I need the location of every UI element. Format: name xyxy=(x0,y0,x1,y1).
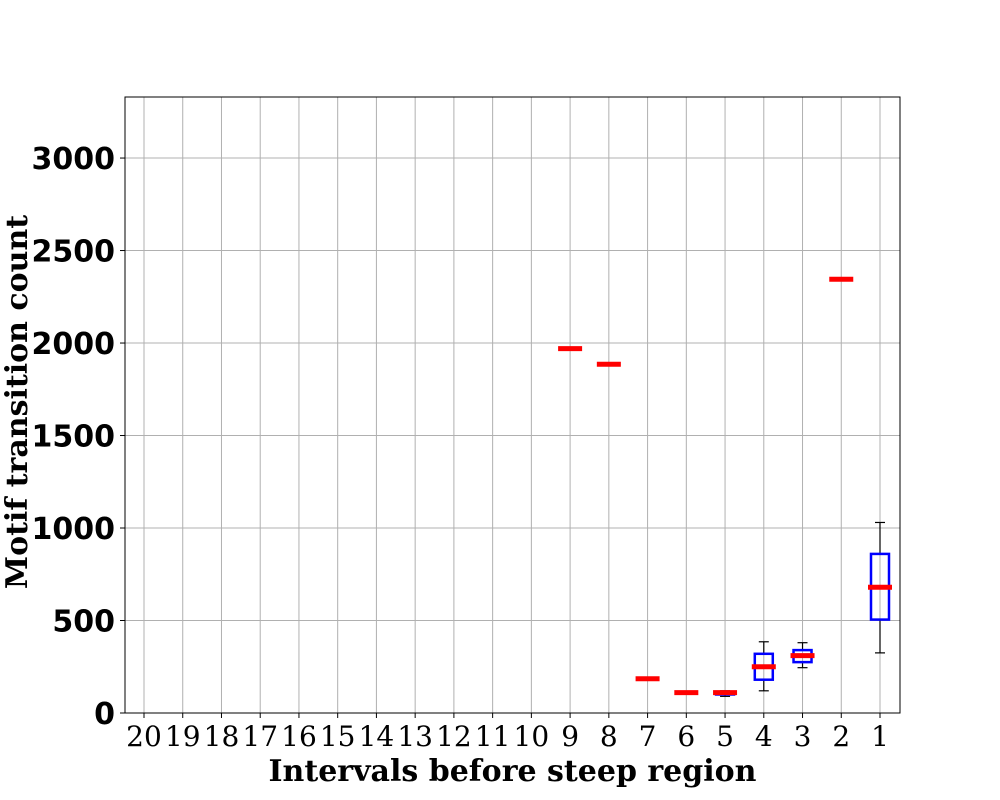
y-tick-label: 1500 xyxy=(32,420,116,455)
y-tick-label: 1000 xyxy=(32,512,116,547)
x-tick-label: 12 xyxy=(436,720,472,753)
box-plot-7 xyxy=(635,676,660,682)
y-tick-label: 0 xyxy=(94,697,115,732)
x-tick-label: 10 xyxy=(514,720,550,753)
axis-ticks: 20 19 18 17 16 15 14 13 12 11 10 9 8 7 6 5 4 3 2 1050010001… xyxy=(32,142,889,753)
box-plots xyxy=(558,276,892,697)
y-tick-label: 3000 xyxy=(32,142,116,177)
x-tick-label: 5 xyxy=(716,720,734,753)
box-plot-6 xyxy=(674,690,699,696)
x-axis-label: Intervals before steep region xyxy=(269,754,757,789)
box-plot-5 xyxy=(713,690,738,697)
box-plot-9 xyxy=(558,346,583,352)
x-tick-label: 15 xyxy=(320,720,356,753)
x-tick-label: 7 xyxy=(639,720,657,753)
x-tick-label: 17 xyxy=(242,720,278,753)
box-plot-4 xyxy=(751,641,776,692)
x-tick-label: 19 xyxy=(165,720,201,753)
y-tick-label: 2500 xyxy=(32,235,116,270)
x-tick-label: 16 xyxy=(281,720,317,753)
plot-frame xyxy=(124,96,901,714)
y-tick-label: 2000 xyxy=(32,327,116,362)
x-tick-label: 3 xyxy=(794,720,812,753)
x-tick-label: 14 xyxy=(359,720,395,753)
x-tick-label: 18 xyxy=(204,720,240,753)
x-tick-label: 4 xyxy=(755,720,773,753)
grid xyxy=(125,97,900,714)
box-plot-1 xyxy=(868,521,892,654)
x-tick-label: 6 xyxy=(677,720,695,753)
x-tick-label: 9 xyxy=(561,720,579,753)
x-tick-label: 1 xyxy=(871,720,889,753)
y-tick-label: 500 xyxy=(52,605,115,640)
x-tick-label: 20 xyxy=(126,720,162,753)
x-tick-label: 11 xyxy=(475,720,511,753)
box-plot-2 xyxy=(829,276,854,282)
box-plot-8 xyxy=(596,361,621,367)
y-axis-label: Motif transition count xyxy=(0,215,35,589)
x-tick-label: 13 xyxy=(397,720,433,753)
x-tick-label: 8 xyxy=(600,720,618,753)
box-plot-3 xyxy=(790,642,815,669)
x-tick-label: 2 xyxy=(832,720,850,753)
